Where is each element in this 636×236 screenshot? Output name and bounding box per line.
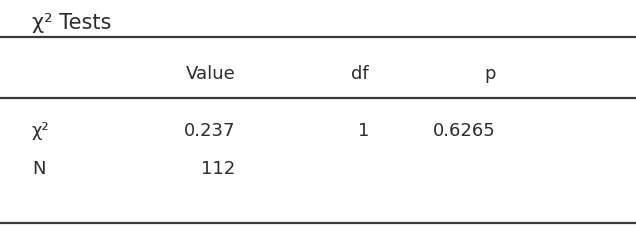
Text: 112: 112 [201, 160, 235, 178]
Text: 0.6265: 0.6265 [433, 122, 496, 140]
Text: χ² Tests: χ² Tests [32, 13, 111, 33]
Text: 1: 1 [357, 122, 369, 140]
Text: χ²: χ² [32, 122, 50, 140]
Text: df: df [351, 65, 369, 83]
Text: 0.237: 0.237 [184, 122, 235, 140]
Text: N: N [32, 160, 45, 178]
Text: p: p [485, 65, 496, 83]
Text: Value: Value [186, 65, 235, 83]
